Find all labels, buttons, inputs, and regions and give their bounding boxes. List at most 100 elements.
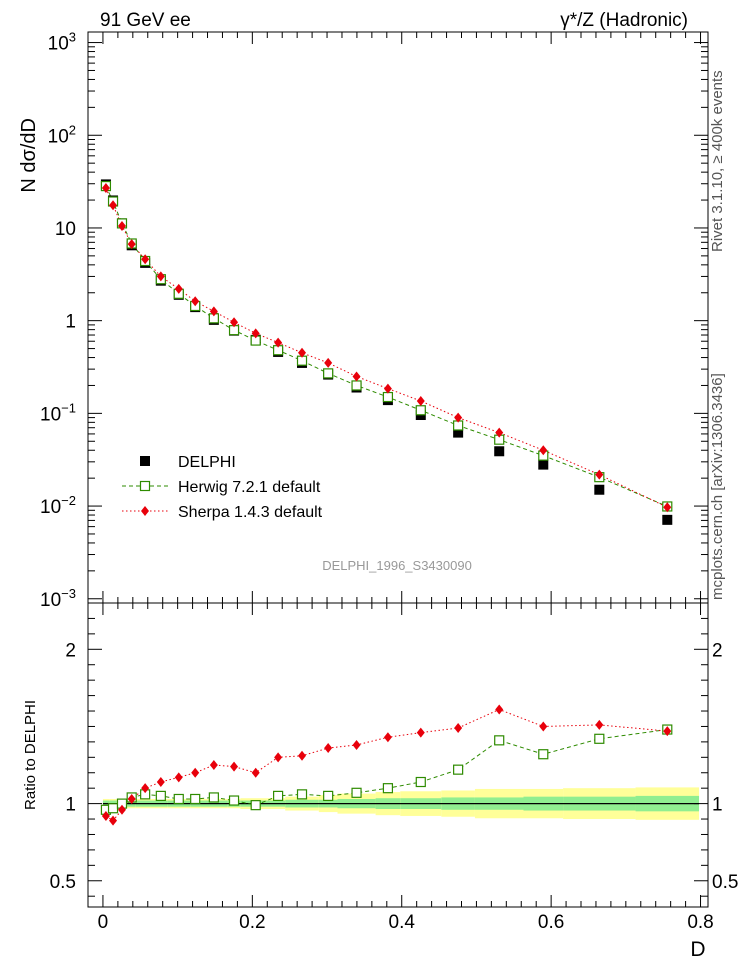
herwig-ratio-point	[382, 783, 394, 794]
data-point	[494, 446, 505, 457]
main-panel: 10−3 10−2 10−1 1 10 102 103	[40, 30, 708, 907]
sherpa-point	[352, 371, 361, 382]
herwig-ratio-point	[351, 787, 362, 798]
header-right-title: γ*/Z (Hadronic)	[560, 10, 688, 31]
sherpa-ratio-point	[141, 783, 150, 794]
sherpa-ratio-point	[109, 815, 118, 826]
ratio-y-tick-label-right: 1	[712, 795, 723, 816]
legend-label: DELPHI	[178, 454, 236, 471]
ratio-y-tick-label-right: 0.5	[712, 872, 738, 893]
ratio-panel: 0 0.2 0.4 0.6 0.8 0.5 0.5 1 1 2 2	[50, 617, 738, 933]
sherpa-ratio-point	[251, 767, 260, 778]
rivet-version-label: Rivet 3.1.10, ≥ 400k events	[709, 70, 726, 252]
sherpa-ratio-point	[127, 793, 136, 804]
sherpa-point	[539, 445, 548, 456]
y-tick-label: 10	[55, 219, 76, 240]
mcplots-label: mcplots.cern.ch [arXiv:1306.3436]	[709, 373, 726, 600]
sherpa-ratio-point	[454, 722, 463, 733]
sherpa-point	[298, 347, 307, 358]
sherpa-ratio-point	[230, 761, 239, 772]
x-tick-label: 0.2	[239, 912, 265, 933]
herwig-ratio-point	[273, 790, 284, 801]
sherpa-point	[101, 182, 110, 193]
sherpa-ratio-point	[416, 727, 425, 738]
herwig-ratio-point	[155, 790, 166, 801]
main-ylabel: N dσ/dD	[18, 118, 40, 193]
sherpa-point	[274, 337, 283, 348]
sherpa-point	[109, 200, 118, 211]
ratio-frame	[87, 602, 709, 908]
herwig-ratio-point	[208, 792, 219, 803]
y-tick-label: 10−2	[40, 493, 76, 518]
sherpa-ratio-point	[495, 704, 504, 715]
ratio-y-tick-label-right: 2	[712, 640, 723, 661]
sherpa-point	[156, 271, 165, 282]
x-tick-label: 0	[98, 912, 109, 933]
sherpa-point	[230, 317, 239, 328]
sherpa-point	[595, 469, 604, 480]
sherpa-point	[495, 427, 504, 438]
sherpa-point	[174, 283, 183, 294]
herwig-ratio-point	[594, 733, 605, 744]
sherpa-point	[117, 220, 126, 231]
sherpa-point	[251, 328, 260, 339]
sherpa-ratio-point	[174, 772, 183, 783]
sherpa-point	[663, 502, 672, 513]
herwig-ratio-point	[107, 803, 119, 814]
herwig-ratio-point	[250, 800, 261, 811]
data-point	[594, 484, 605, 495]
data-point	[662, 514, 673, 525]
sherpa-ratio-point	[274, 752, 283, 763]
sherpa-ratio-point	[383, 732, 392, 743]
legend-sherpa-marker	[141, 506, 149, 516]
ratio-uncertainty-band	[102, 787, 700, 820]
y-tick-label: 10−3	[40, 586, 76, 611]
sherpa-ratio-point	[539, 721, 548, 732]
herwig-ratio-point	[415, 776, 426, 788]
sherpa-ratio-point	[352, 739, 361, 750]
ratio-y-tick-label: 2	[65, 640, 76, 661]
sherpa-ratio-point	[663, 726, 672, 737]
sherpa-point	[127, 239, 136, 250]
data-point	[538, 459, 549, 470]
sherpa-point	[209, 306, 218, 317]
sherpa-ratio-point	[117, 804, 126, 815]
herwig-ratio-line	[105, 729, 668, 811]
ratio-ylabel: Ratio to DELPHI	[22, 700, 39, 810]
analysis-label: DELPHI_1996_S3430090	[322, 558, 472, 573]
legend-label: Herwig 7.2.1 default	[178, 479, 321, 496]
sherpa-ratio-point	[156, 777, 165, 788]
herwig-ratio-point	[538, 749, 549, 760]
x-tick-label: 0.6	[538, 912, 564, 933]
legend-data-marker	[140, 456, 150, 466]
herwig-ratio-point	[323, 790, 334, 801]
herwig-ratio-point	[228, 795, 240, 806]
sherpa-ratio-point	[595, 719, 604, 730]
herwig-ratio-point	[190, 793, 201, 805]
herwig-point	[415, 405, 426, 416]
herwig-point	[382, 391, 394, 403]
herwig-ratio-point	[296, 789, 308, 800]
y-tick-label: 102	[48, 122, 76, 147]
herwig-ratio-point	[494, 735, 505, 746]
x-tick-label: 0.8	[687, 912, 713, 933]
sherpa-point	[324, 357, 333, 368]
data-point	[453, 427, 464, 438]
x-axis-label: D	[690, 938, 705, 961]
herwig-point	[351, 380, 362, 391]
legend: DELPHI Herwig 7.2.1 default Sherpa 1.4.3 d…	[122, 454, 323, 521]
herwig-point	[323, 368, 334, 379]
legend-label: Sherpa 1.4.3 default	[178, 504, 323, 521]
sherpa-point	[141, 254, 150, 265]
sherpa-ratio-point	[191, 767, 200, 778]
sherpa-ratio-point	[209, 760, 218, 771]
sherpa-point	[383, 383, 392, 394]
y-tick-label: 103	[48, 30, 76, 55]
sherpa-point	[191, 296, 200, 307]
herwig-ratio-point	[453, 764, 464, 775]
x-tick-label: 0.4	[389, 912, 416, 933]
sherpa-ratio-point	[101, 810, 110, 821]
sherpa-line	[105, 187, 668, 508]
legend-herwig-marker	[139, 480, 151, 492]
header-left-title: 91 GeV ee	[100, 10, 191, 31]
